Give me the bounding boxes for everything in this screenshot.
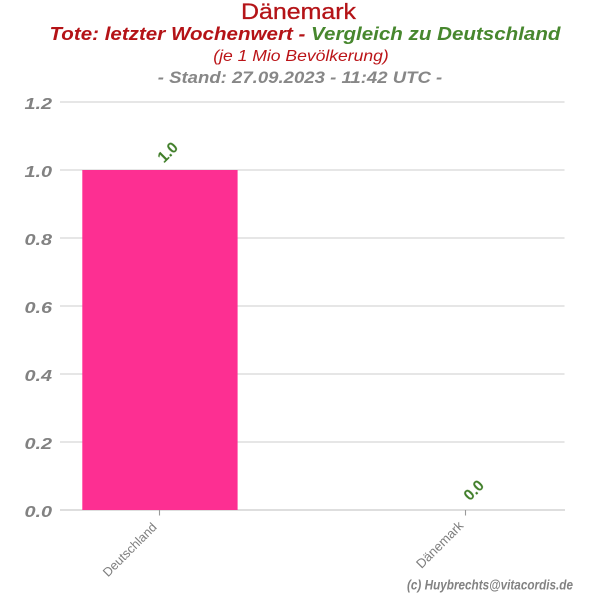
svg-text:Tote: letzter Wochenwert - Ver: Tote: letzter Wochenwert - Vergleich zu … [50, 24, 562, 44]
svg-text:1.0: 1.0 [25, 164, 53, 181]
svg-text:0.4: 0.4 [25, 368, 53, 385]
svg-text:0.2: 0.2 [25, 436, 53, 453]
svg-text:0.8: 0.8 [25, 232, 53, 249]
svg-text:Dänemark: Dänemark [241, 0, 357, 24]
svg-text:(c) Huybrechts@vitacordis.de: (c) Huybrechts@vitacordis.de [407, 578, 573, 593]
svg-text:0.6: 0.6 [25, 300, 53, 317]
svg-text:0.0: 0.0 [25, 504, 53, 521]
svg-text:1.2: 1.2 [25, 96, 53, 113]
svg-text:(je 1 Mio Bevölkerung): (je 1 Mio Bevölkerung) [213, 48, 389, 65]
svg-text:- Stand: 27.09.2023 - 11:42 UT: - Stand: 27.09.2023 - 11:42 UTC - [158, 68, 443, 87]
